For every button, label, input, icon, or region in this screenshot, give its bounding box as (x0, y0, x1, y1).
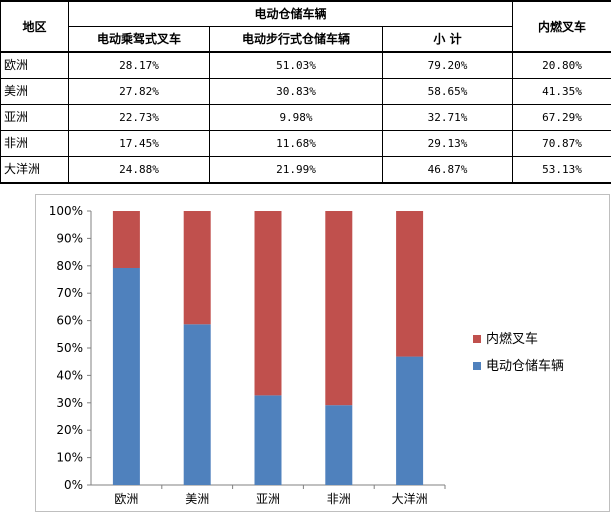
cell-subtotal: 46.87% (381, 156, 514, 184)
legend-label: 内燃叉车 (486, 331, 538, 347)
y-tick-label: 10% (56, 451, 83, 465)
header-region: 地区 (0, 0, 69, 53)
header-ice: 内燃叉车 (512, 0, 611, 53)
x-tick-label: 大洋洲 (392, 491, 428, 506)
cell-walkie: 11.68% (209, 130, 383, 157)
y-tick-label: 60% (56, 314, 83, 328)
cell-ice: 20.80% (512, 51, 611, 79)
legend-label: 电动仓储车辆 (486, 358, 564, 374)
stacked-bar-chart: 0% 10% 20% 30% 40% 50% 60% 70% 80% 90% 100% 欧洲 美洲 亚洲 非… (49, 204, 564, 506)
cell-ride-on: 28.17% (68, 51, 210, 79)
cell-walkie: 21.99% (209, 156, 383, 184)
x-tick-label: 亚洲 (256, 492, 280, 506)
y-tick-label: 20% (56, 423, 83, 437)
cell-subtotal: 32.71% (381, 104, 514, 131)
bar-segment (183, 211, 211, 325)
table-row: 亚洲 22.73% 9.98% 32.71% 67.29% (0, 104, 611, 131)
bar-segment (254, 211, 282, 396)
cell-subtotal: 79.20% (381, 51, 514, 79)
cell-ride-on: 17.45% (68, 130, 210, 157)
header-walkie: 电动步行式仓储车辆 (209, 26, 383, 53)
table-row: 非洲 17.45% 11.68% 29.13% 70.87% (0, 130, 611, 157)
y-tick-label: 40% (56, 368, 83, 382)
bar-segment (254, 395, 282, 485)
y-tick-label: 80% (56, 259, 83, 273)
cell-subtotal: 58.65% (381, 78, 514, 105)
y-tick-label: 100% (49, 204, 83, 218)
table-row: 欧洲 28.17% 51.03% 79.20% 20.80% (0, 51, 611, 79)
cell-subtotal: 29.13% (381, 130, 514, 157)
y-tick-label: 90% (56, 231, 83, 245)
cell-ice: 67.29% (512, 104, 611, 131)
cell-ice: 70.87% (512, 130, 611, 157)
cell-region: 欧洲 (0, 51, 69, 79)
bar-segment (325, 405, 353, 485)
data-table: 地区 电动仓储车辆 内燃叉车 电动乘驾式叉车 电动步行式仓储车辆 小 计 欧洲 … (0, 0, 611, 184)
cell-region: 非洲 (0, 130, 69, 157)
bar-segment (112, 211, 140, 268)
x-tick-label: 非洲 (327, 492, 351, 506)
bar-segment (112, 267, 140, 485)
cell-ice: 53.13% (512, 156, 611, 184)
bar-segment (396, 211, 424, 357)
x-tick-label: 欧洲 (114, 492, 138, 506)
y-tick-label: 50% (56, 341, 83, 355)
header-ride-on: 电动乘驾式叉车 (68, 26, 210, 53)
cell-region: 美洲 (0, 78, 69, 105)
cell-ride-on: 22.73% (68, 104, 210, 131)
cell-region: 亚洲 (0, 104, 69, 131)
cell-ride-on: 24.88% (68, 156, 210, 184)
y-tick-label: 30% (56, 396, 83, 410)
header-electric-group: 电动仓储车辆 (67, 0, 514, 27)
x-tick-label: 美洲 (185, 492, 209, 506)
cell-walkie: 30.83% (209, 78, 383, 105)
table-row: 大洋洲 24.88% 21.99% 46.87% 53.13% (0, 156, 611, 184)
cell-ride-on: 27.82% (68, 78, 210, 105)
y-tick-label: 70% (56, 286, 83, 300)
bar-segment (183, 324, 211, 485)
cell-region: 大洋洲 (0, 156, 69, 184)
legend-swatch (473, 335, 481, 343)
cell-walkie: 51.03% (209, 51, 383, 79)
header-subtotal: 小 计 (381, 26, 514, 53)
table-row: 美洲 27.82% 30.83% 58.65% 41.35% (0, 78, 611, 105)
cell-walkie: 9.98% (209, 104, 383, 131)
chart-frame: 0% 10% 20% 30% 40% 50% 60% 70% 80% 90% 100% 欧洲 美洲 亚洲 非… (35, 194, 610, 512)
table-header-row-1: 地区 电动仓储车辆 内燃叉车 (0, 0, 611, 53)
bar-segment (325, 211, 353, 406)
legend-swatch (473, 362, 481, 370)
bar-segment (396, 356, 424, 485)
table-header-row-2: 电动乘驾式叉车 电动步行式仓储车辆 小 计 (1, 26, 611, 53)
cell-ice: 41.35% (512, 78, 611, 105)
y-tick-label: 0% (64, 478, 83, 492)
